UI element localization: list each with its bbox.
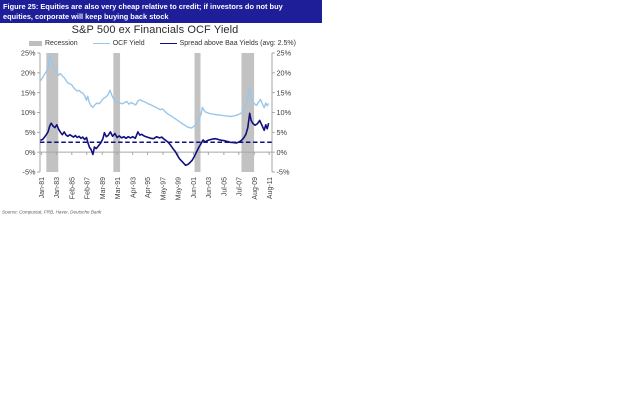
x-axis-label: Jun-03 <box>206 177 213 199</box>
legend-label-spread: Spread above Baa Yields (avg: 2.5%) <box>179 40 296 47</box>
x-axis-label: Jul-07 <box>236 177 243 196</box>
y-axis-label: 5% <box>277 128 288 137</box>
figure-caption-line-2: equities, corporate will keep buying bac… <box>3 11 169 21</box>
recession-band <box>46 53 59 172</box>
x-axis-label: Aug-09 <box>252 177 259 200</box>
x-axis-label: May-99 <box>176 177 183 200</box>
x-axis-label: Feb-85 <box>69 177 76 199</box>
figure-caption-line-1: Figure 25: Equities are also very cheap … <box>3 1 283 11</box>
y-axis-label: 20% <box>21 68 36 77</box>
chart-legend: Recession OCF Yield Spread above Baa Yie… <box>29 40 296 47</box>
ocf-yield-series-line <box>39 55 270 129</box>
chart-title: S&P 500 ex Financials OCF Yield <box>71 24 239 36</box>
x-axis-label: Mar-91 <box>115 177 122 199</box>
x-axis-label: Jan-83 <box>54 177 61 199</box>
x-axis-label: Feb-87 <box>84 177 91 199</box>
x-axis-label: Mar-89 <box>100 177 107 199</box>
legend-item-ocf-yield: OCF Yield <box>92 40 145 47</box>
x-axis-label: Apr-93 <box>130 177 137 198</box>
legend-item-spread: Spread above Baa Yields (avg: 2.5%) <box>159 40 296 47</box>
ocf-yield-line-swatch <box>92 43 110 44</box>
legend-item-recession: Recession <box>29 40 78 47</box>
x-axis-label: Jan-81 <box>39 177 46 199</box>
y-axis-label: 0% <box>277 148 288 157</box>
recession-swatch <box>29 41 42 46</box>
y-axis-label: 5% <box>25 128 36 137</box>
spread-line-swatch <box>159 43 177 44</box>
recession-band <box>241 53 255 172</box>
y-axis-label: 25% <box>21 49 36 58</box>
y-axis-label: -5% <box>23 168 36 177</box>
y-axis-label: 10% <box>21 108 36 117</box>
y-axis-label: 20% <box>277 68 292 77</box>
spread-series-line <box>40 112 270 167</box>
legend-label-ocf-yield: OCF Yield <box>112 40 145 47</box>
y-axis-label: 10% <box>277 108 292 117</box>
x-axis-label: Aug-11 <box>267 177 274 199</box>
recession-band <box>113 53 121 172</box>
y-axis-label: -5% <box>277 168 290 177</box>
x-axis-label: Apr-95 <box>145 177 152 198</box>
legend-label-recession: Recession <box>45 40 78 47</box>
figure-caption-banner: Figure 25: Equities are also very cheap … <box>0 0 322 23</box>
y-axis-label: 15% <box>21 88 36 97</box>
x-axis-label: Jul-05 <box>221 177 228 196</box>
y-axis-label: 25% <box>277 49 292 58</box>
y-axis-label: 0% <box>25 148 36 157</box>
x-axis-label: May-97 <box>161 177 168 200</box>
source-note: Source: Compustat, FRB, Haver, Deutsche … <box>2 210 102 215</box>
recession-band <box>194 53 201 172</box>
x-axis-label: Jun-01 <box>191 177 198 199</box>
y-axis-label: 15% <box>277 88 292 97</box>
